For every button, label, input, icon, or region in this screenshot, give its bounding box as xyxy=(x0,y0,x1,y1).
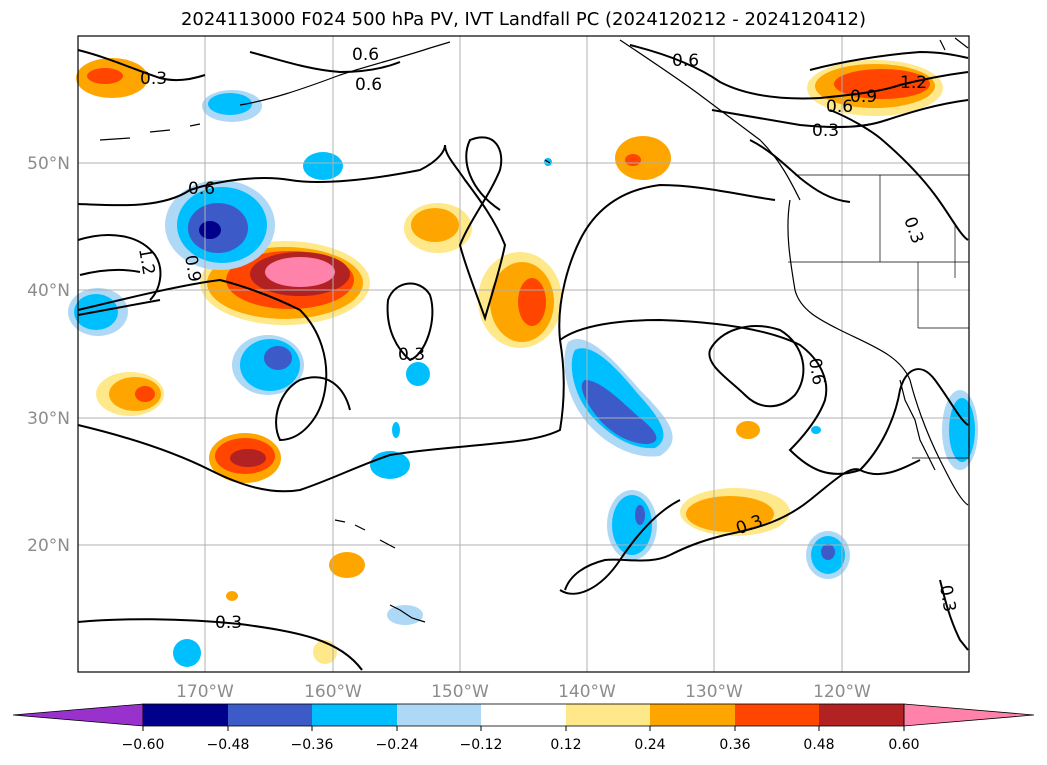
contour-label: 0.3 xyxy=(935,583,959,613)
colorbar-tick-label: 0.12 xyxy=(550,737,581,753)
colorbar-swatch xyxy=(312,704,397,726)
lon-label: 170°W xyxy=(176,682,234,702)
colorbar-extend-low xyxy=(12,703,144,727)
contour-label: 0.6 xyxy=(804,356,828,386)
contour-label: 0.6 xyxy=(352,45,379,65)
lat-label: 30°N xyxy=(27,409,70,429)
contour-labels: 0.3 0.6 0.6 0.6 1.2 0.9 0.6 0.3 0.6 1.2 … xyxy=(134,45,959,633)
longitude-labels: 170°W 160°W 150°W 140°W 130°W 120°W xyxy=(176,682,871,702)
lon-label: 150°W xyxy=(431,682,489,702)
lon-label: 130°W xyxy=(685,682,743,702)
colorbar-tick-label: 0.48 xyxy=(803,737,834,753)
contour-label: 0.3 xyxy=(812,121,839,141)
lon-label: 140°W xyxy=(558,682,616,702)
lat-label: 40°N xyxy=(27,281,70,301)
contour-label: 1.2 xyxy=(900,73,927,93)
contour-label: 0.6 xyxy=(672,51,699,71)
colorbar-swatch xyxy=(819,704,904,726)
colorbar-tick-label: −0.36 xyxy=(291,737,334,753)
contour-label: 0.3 xyxy=(899,214,927,246)
colorbar-tick-label: −0.48 xyxy=(207,737,250,753)
coastlines xyxy=(99,37,969,623)
colorbar-tick-label: 0.60 xyxy=(888,737,919,753)
map-frame xyxy=(77,35,970,673)
gridlines xyxy=(78,36,969,672)
lon-label: 120°W xyxy=(813,682,871,702)
colorbar: −0.60 −0.48 −0.36 −0.24 −0.12 0.12 0.24 … xyxy=(12,703,1035,753)
contour-label: 0.6 xyxy=(826,97,853,117)
colorbar-swatch xyxy=(650,704,735,726)
colorbar-tick-label: −0.24 xyxy=(376,737,419,753)
colorbar-swatch xyxy=(735,704,819,726)
colorbar-tick-label: 0.36 xyxy=(719,737,750,753)
colorbar-tick-label: −0.60 xyxy=(122,737,165,753)
colorbar-swatch xyxy=(397,704,481,726)
colorbar-swatch xyxy=(143,704,228,726)
state-borders xyxy=(788,174,969,459)
contour-label: 0.6 xyxy=(188,179,215,199)
contour-label: 0.9 xyxy=(180,253,204,283)
contour-label: 0.9 xyxy=(850,87,877,107)
contour-label: 0.6 xyxy=(355,75,382,95)
lon-label: 160°W xyxy=(304,682,362,702)
map-title: 2024113000 F024 500 hPa PV, IVT Landfall… xyxy=(180,9,867,30)
contour-label: 1.2 xyxy=(134,246,158,276)
latitude-labels: 50°N 40°N 30°N 20°N xyxy=(27,154,70,556)
colorbar-tick-label: 0.24 xyxy=(634,737,665,753)
contour-label: 0.3 xyxy=(215,613,242,633)
colorbar-swatch xyxy=(228,704,312,726)
negative-anomaly-shading xyxy=(68,90,978,667)
colorbar-extend-high xyxy=(903,703,1035,727)
contour-label: 0.3 xyxy=(140,69,167,89)
pv-contours xyxy=(77,44,969,671)
positive-anomaly-shading xyxy=(76,58,943,664)
colorbar-swatch xyxy=(481,704,566,726)
lat-label: 20°N xyxy=(27,536,70,556)
colorbar-tick-label: −0.12 xyxy=(460,737,503,753)
colorbar-swatch xyxy=(566,704,650,726)
contour-label: 0.3 xyxy=(398,345,425,365)
lat-label: 50°N xyxy=(27,154,70,174)
